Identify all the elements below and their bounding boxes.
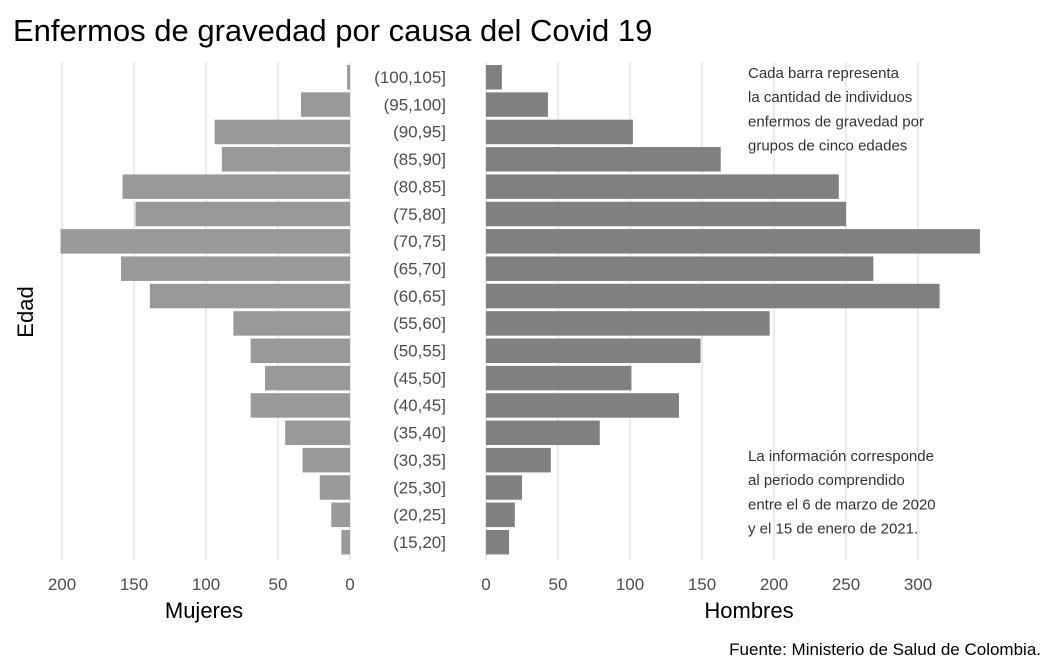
age-group-label: (35,40] [393,424,446,443]
right-gridlines [485,62,919,560]
annotation-line: al periodo comprendido [748,472,905,489]
bar-hombres [486,311,770,336]
age-group-label: (50,55] [393,342,446,361]
bar-hombres [486,283,940,309]
bar-mujeres [233,311,350,336]
x-tick-label-hombres: 150 [688,575,716,594]
x-tick-label-hombres: 50 [549,575,568,594]
bar-hombres [486,420,600,446]
bar-hombres [486,338,701,363]
age-group-label: (40,45] [393,396,446,415]
bar-mujeres [319,475,350,500]
x-tick-label-hombres: 300 [904,575,932,594]
bar-mujeres [331,502,350,528]
hombres-tick-labels: 0 50 100 150 200 250 300 [481,575,932,594]
age-group-label: (85,90] [393,150,446,169]
annotation-description: Cada barra representa la cantidad de indi… [748,65,924,155]
age-group-label: (90,95] [393,123,446,142]
bar-hombres [486,119,633,145]
bar-hombres [486,365,632,391]
age-group-label: (15,20] [393,533,446,552]
x-tick-label-hombres: 250 [832,575,860,594]
bar-hombres [486,65,502,90]
bar-mujeres [301,92,350,117]
left-gridlines [61,62,351,560]
annotation-line: La información corresponde [748,448,934,465]
x-tick-label-mujeres: 100 [192,575,220,594]
age-group-label: (95,100] [384,95,446,114]
age-group-label: (20,25] [393,506,446,525]
mujeres-bars [60,65,351,555]
age-group-label: (65,70] [393,259,446,278]
bar-mujeres [122,174,350,199]
bar-mujeres [149,283,350,309]
annotation-line: la cantidad de individuos [748,89,912,106]
bar-mujeres [285,420,350,446]
bar-mujeres [221,147,350,172]
bar-hombres [486,92,548,117]
bar-mujeres [121,256,350,281]
bar-hombres [486,174,839,199]
annotation-period: La información corresponde al periodo com… [748,448,936,538]
source-caption: Fuente: Ministerio de Salud de Colombia. [729,640,1041,659]
bar-mujeres [135,201,350,227]
age-group-label: (60,65] [393,287,446,306]
hombres-axis-title: Hombres [704,598,793,623]
annotation-line: grupos de cinco edades [748,138,907,155]
bar-mujeres [302,447,350,473]
bar-hombres [486,502,515,528]
annotation-line: y el 15 de enero de 2021. [748,521,918,538]
bar-mujeres [214,119,350,145]
age-group-label: (100,105] [374,68,446,87]
annotation-line: entre el 6 de marzo de 2020 [748,496,936,513]
age-group-label: (45,50] [393,369,446,388]
annotation-line: enfermos de gravedad por [748,113,924,130]
bar-hombres [486,229,980,254]
bar-hombres [486,529,510,555]
mujeres-axis-title: Mujeres [165,598,243,623]
x-tick-label-hombres: 100 [616,575,644,594]
x-tick-label-mujeres: 150 [120,575,148,594]
age-group-label: (55,60] [393,314,446,333]
y-axis-title: Edad [13,286,38,337]
x-tick-label-hombres: 200 [760,575,788,594]
bar-hombres [486,475,522,500]
bar-mujeres [265,365,350,391]
x-tick-label-mujeres: 50 [269,575,288,594]
bar-hombres [486,447,551,473]
age-group-label: (80,85] [393,177,446,196]
age-group-label: (75,80] [393,205,446,224]
bar-mujeres [341,529,350,555]
age-group-label: (30,35] [393,451,446,470]
bar-hombres [486,147,721,172]
mujeres-tick-labels: 200 150 100 50 0 [48,575,355,594]
annotation-line: Cada barra representa [748,65,900,82]
bar-hombres [486,201,846,227]
bar-hombres [486,256,874,281]
bar-mujeres [60,229,351,254]
age-group-label: (25,30] [393,478,446,497]
x-tick-label-mujeres: 200 [48,575,76,594]
hombres-bars [486,65,980,555]
age-group-labels: (15,20] (20,25] (25,30] (30,35] (35,40] (40,4… [374,68,446,552]
bar-hombres [486,393,679,418]
x-tick-label-hombres: 0 [481,575,490,594]
age-group-label: (70,75] [393,232,446,251]
bar-mujeres [250,338,350,363]
bar-mujeres [347,65,350,90]
x-tick-label-mujeres: 0 [345,575,354,594]
chart-title: Enfermos de gravedad por causa del Covid… [13,13,652,48]
bar-mujeres [250,393,350,418]
